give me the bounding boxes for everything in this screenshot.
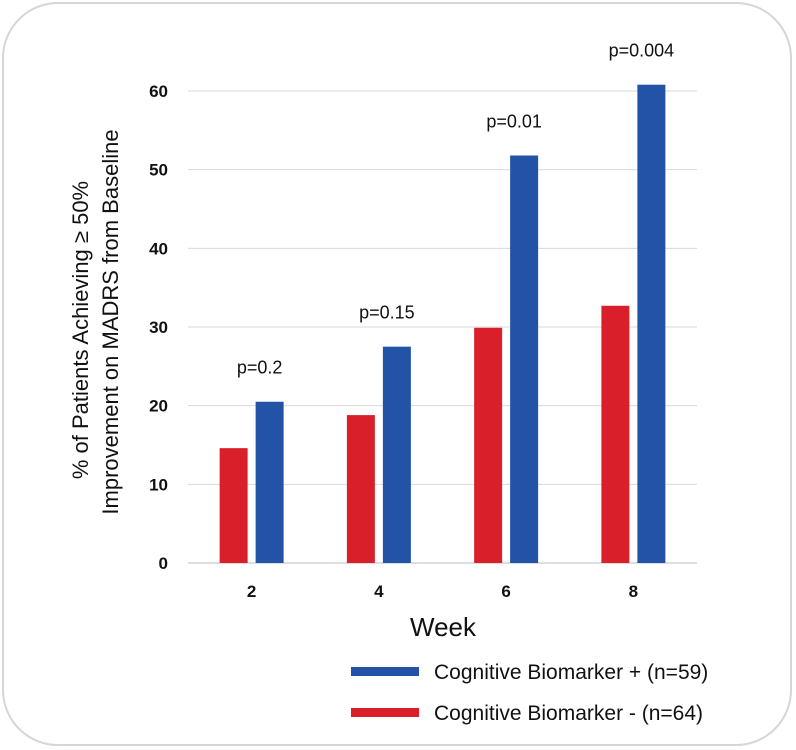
legend-label: Cognitive Biomarker - (n=64) [434, 702, 703, 725]
y-axis-ticks: 0 10 20 30 40 50 60 [149, 82, 168, 573]
x-axis-ticks: 2 4 6 8 [247, 582, 638, 601]
bar-week-2-series-biomarker-positive [255, 401, 284, 563]
bar-week-6-series-biomarker-negative [474, 327, 503, 563]
x-axis-label: Week [410, 612, 477, 642]
p-value-annotations: p=0.2 p=0.15 p=0.01 p=0.004 [237, 41, 674, 378]
bar-week-2-series-biomarker-negative [219, 448, 248, 563]
legend-swatch [351, 667, 419, 676]
x-tick-label: 2 [247, 582, 256, 601]
legend: Cognitive Biomarker + (n=59) Cognitive Bi… [351, 661, 708, 725]
x-tick-label: 4 [374, 582, 384, 601]
bar-week-6-series-biomarker-positive [510, 155, 539, 564]
p-value-label: p=0.15 [359, 303, 415, 323]
x-tick-label: 6 [501, 582, 510, 601]
bar-week-4-series-biomarker-positive [382, 346, 411, 563]
y-tick-label: 30 [149, 318, 168, 337]
x-tick-label: 8 [629, 582, 638, 601]
bar-week-8-series-biomarker-negative [601, 305, 630, 563]
y-tick-label: 10 [149, 475, 168, 494]
bar-week-4-series-biomarker-negative [346, 415, 375, 563]
y-tick-label: 50 [149, 161, 168, 180]
p-value-label: p=0.2 [237, 358, 283, 378]
y-tick-label: 20 [149, 397, 168, 416]
p-value-label: p=0.004 [609, 41, 675, 61]
legend-swatch [351, 708, 419, 717]
y-axis-label-line2: Improvement on MADRS from Baseline [98, 129, 123, 514]
legend-label: Cognitive Biomarker + (n=59) [434, 661, 708, 684]
bars [219, 84, 666, 564]
y-tick-label: 0 [159, 554, 168, 573]
y-tick-label: 40 [149, 239, 168, 258]
y-axis-label-line1: % of Patients Achieving ≥ 50% [68, 181, 93, 479]
y-tick-label: 60 [149, 82, 168, 101]
bar-week-8-series-biomarker-positive [637, 84, 666, 563]
p-value-label: p=0.01 [486, 112, 542, 132]
